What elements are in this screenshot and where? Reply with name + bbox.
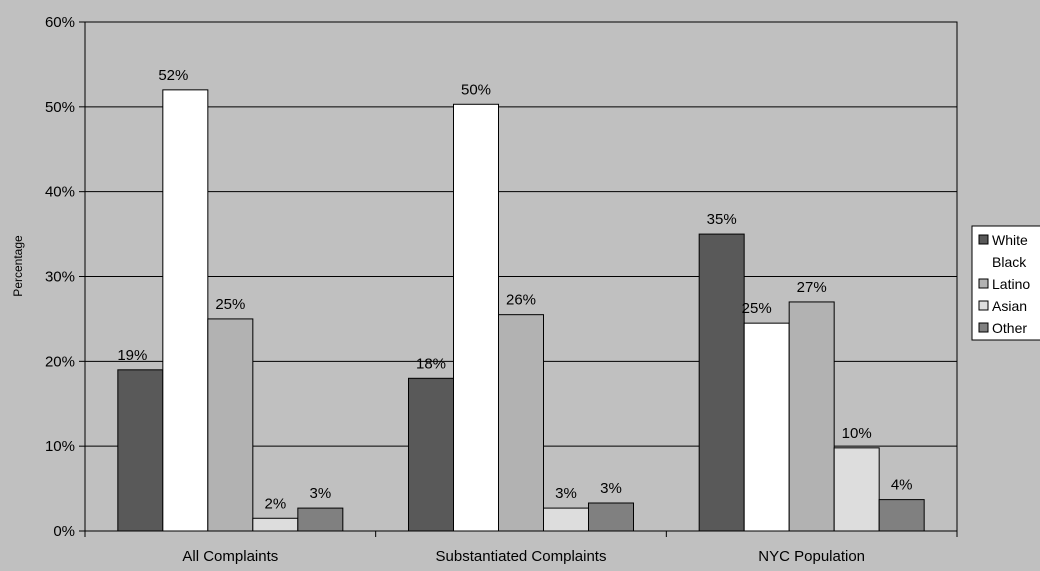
legend-swatch-other — [978, 322, 989, 333]
legend-label: Black — [992, 254, 1027, 270]
data-label: 3% — [309, 485, 331, 502]
data-label: 25% — [215, 296, 245, 313]
bar-latino — [788, 301, 835, 532]
data-label: 2% — [264, 495, 286, 512]
legend-label: Latino — [992, 276, 1030, 292]
data-label: 10% — [842, 425, 872, 442]
legend-swatch-latino — [978, 278, 989, 289]
axes: 0% 10% 20% 30% 40% 50% 60% All Complaints Substa… — [45, 14, 958, 565]
bar-latino — [498, 314, 544, 532]
data-label: 26% — [506, 292, 536, 309]
bar-latino — [207, 318, 254, 532]
legend-swatch-asian — [978, 300, 989, 311]
bar-other — [878, 499, 925, 532]
bar-black — [453, 103, 499, 532]
legend-label: Asian — [992, 298, 1027, 314]
y-tick-label: 60% — [45, 14, 75, 31]
x-tick-label: All Complaints — [182, 548, 278, 565]
y-tick-label: 30% — [45, 269, 75, 286]
bar-other — [297, 507, 344, 532]
data-label: 52% — [158, 67, 188, 84]
data-label: 35% — [707, 211, 737, 228]
bar-asian — [543, 507, 589, 532]
legend-label: White — [992, 232, 1028, 248]
bar-black — [743, 322, 790, 532]
data-label: 27% — [797, 279, 827, 296]
bar-white — [698, 233, 745, 532]
data-label: 18% — [416, 355, 446, 372]
data-label: 50% — [461, 81, 491, 98]
bar-white — [408, 377, 454, 532]
y-tick-label: 40% — [45, 184, 75, 201]
bar-asian — [252, 517, 299, 532]
data-label: 3% — [555, 485, 577, 502]
legend-swatch-white — [978, 234, 989, 245]
data-label: 25% — [742, 300, 772, 317]
y-tick-label: 20% — [45, 353, 75, 370]
legend: White Black Latino Asian Other — [971, 225, 1040, 341]
legend-label: Other — [992, 320, 1027, 336]
bar-white — [117, 369, 164, 532]
bar-black — [162, 89, 209, 532]
data-label: 19% — [117, 347, 147, 364]
data-label: 4% — [891, 477, 913, 494]
data-labels: 19% 18% 35% 52% 50% 25% 25% 26% 27% 2% 3% 10% 3% 3% 4% — [117, 67, 912, 512]
data-label: 3% — [600, 480, 622, 497]
y-axis-title: Percentage — [11, 235, 25, 297]
bar-asian — [833, 447, 880, 532]
y-tick-label: 50% — [45, 99, 75, 116]
y-tick-label: 0% — [53, 523, 75, 540]
legend-swatch-black — [979, 257, 988, 266]
x-tick-label: Substantiated Complaints — [436, 548, 607, 565]
y-tick-label: 10% — [45, 438, 75, 455]
bar-other — [588, 502, 634, 532]
bars — [117, 89, 925, 532]
x-tick-label: NYC Population — [758, 548, 865, 565]
